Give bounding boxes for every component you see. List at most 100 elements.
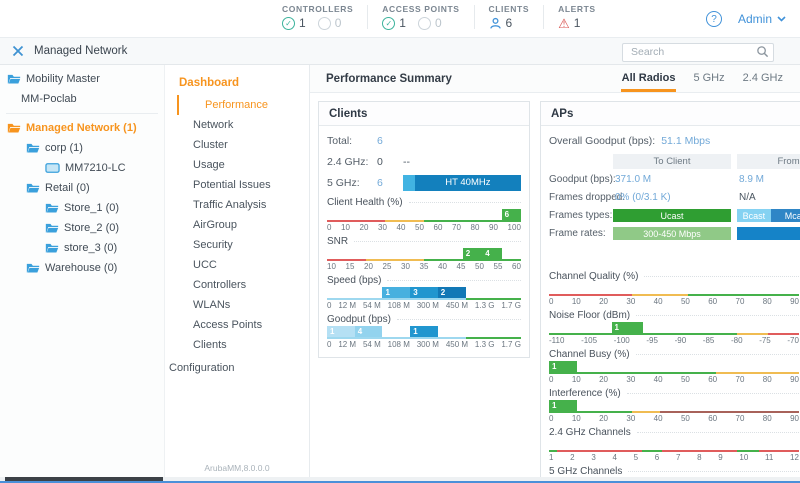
client-stat-row: 5 GHz: 6 HT 40MHz	[327, 172, 521, 193]
close-icon[interactable]	[12, 45, 24, 57]
main-area: Mobility Master MM-Poclab Managed Network …	[0, 65, 800, 483]
chart-ticks: 1 2 3 4 5 6 7 8 9 10 11 12	[549, 453, 799, 462]
folder-icon	[45, 242, 59, 254]
menu-item-airgroup[interactable]: AirGroup	[193, 219, 238, 231]
tree-item-mm7210-lc[interactable]: MM7210-LC	[0, 158, 164, 178]
tree-item-store-2-0-[interactable]: Store_2 (0)	[0, 218, 164, 238]
admin-menu[interactable]: Admin	[738, 12, 786, 26]
search-input[interactable]	[622, 42, 774, 62]
scrollbar-thumb[interactable]	[5, 477, 163, 481]
stat-group-clients[interactable]: CLIENTS 6	[475, 4, 544, 30]
folder-icon	[7, 122, 21, 134]
clients-panel: Clients Total: 6 2.4 GHz: 0 -- 5 GHz: 6 HT 40MH…	[318, 101, 530, 358]
tree-item-label: Warehouse (0)	[45, 262, 118, 274]
chart-bars: 1	[549, 400, 799, 411]
channel-width-bar: HT 40MHz	[403, 174, 521, 191]
stat-label: CLIENTS	[488, 4, 530, 14]
chart-ticks: -110 -105 -100 -95 -90 -85 -80 -75 -70	[549, 336, 799, 345]
menu-item-ucc[interactable]: UCC	[193, 259, 217, 271]
chart-title: Speed (bps)	[327, 275, 521, 286]
aps-stats-table: To Client From Client Goodput (bps):371.0 …	[549, 154, 800, 241]
header-stats: CONTROLLERS ✓ 1 0 ACCESS POINTS ✓ 1 0 CLIENTS 6 AL…	[268, 4, 610, 30]
radio-band-tabs: All Radios 5 GHz 2.4 GHz	[620, 66, 784, 92]
stat-item: 0	[317, 16, 341, 30]
menu-item-security[interactable]: Security	[193, 239, 233, 251]
menu-item-controllers[interactable]: Controllers	[193, 279, 247, 291]
chart-ticks: 10 15 20 25 30 35 40 45 50 55 60	[327, 262, 521, 271]
tab-all-radios[interactable]: All Radios	[620, 66, 677, 92]
folder-icon	[26, 182, 40, 194]
tree-item-corp-1-[interactable]: corp (1)	[0, 138, 164, 158]
menu-item-traffic-analysis[interactable]: Traffic Analysis	[193, 199, 267, 211]
version-label: ArubaMM,8.0.0.0	[204, 463, 270, 473]
chart-bars	[549, 283, 799, 294]
tree-item-store-3-0-[interactable]: store_3 (0)	[0, 238, 164, 258]
tab-5-ghz[interactable]: 5 GHz	[693, 71, 725, 84]
chart-axis	[327, 298, 521, 300]
menu-item-performance[interactable]: Performance	[177, 95, 309, 115]
tree-item-mobility-master[interactable]: Mobility Master	[0, 69, 164, 89]
chart-bar: 1	[549, 361, 577, 372]
tree-item-managed-network-1-[interactable]: Managed Network (1)	[0, 118, 164, 138]
chart-bar: 1	[611, 322, 643, 333]
menu-item-access-points[interactable]: Access Points	[193, 319, 263, 331]
column-header-to-client: To Client	[613, 154, 731, 169]
chart-ticks: 0 12 M 54 M 108 M 300 M 450 M 1.3 G 1.7 G	[327, 340, 521, 349]
stat-group-alerts[interactable]: ALERTS ⚠ 1	[544, 4, 610, 30]
help-icon[interactable]: ?	[705, 11, 722, 27]
chart-ticks: 0 10 20 30 40 50 60 70 80 90	[549, 414, 799, 423]
tree-item-store-1-0-[interactable]: Store_1 (0)	[0, 198, 164, 218]
client-stat-value: 6	[377, 134, 383, 147]
search-icon[interactable]	[756, 45, 769, 58]
table-row-label: Frames dropped:	[549, 192, 626, 203]
chart-title: Interference (%)	[549, 388, 799, 399]
stat-label: ACCESS POINTS	[382, 4, 460, 14]
chart-bar: 4	[354, 326, 383, 337]
tree-item-retail-0-[interactable]: Retail (0)	[0, 178, 164, 198]
menu-configuration[interactable]: Configuration	[169, 362, 235, 374]
stat-divider	[473, 5, 475, 29]
horizontal-scrollbar[interactable]	[0, 477, 800, 483]
chart-channel-busy-: Channel Busy (%) 1 0 10 20 30 40 50 60 70 80 90	[549, 349, 799, 384]
chart-goodput-bps-: Goodput (bps) 1 4 1 0 12 M 54 M 108 M 300 M 450 M…	[327, 314, 521, 349]
chart-bar: 3	[410, 287, 438, 298]
menu-dashboard[interactable]: Dashboard	[179, 77, 240, 89]
table-bar-segment: 54-108 Mbps	[737, 227, 800, 240]
tree-item-warehouse-0-[interactable]: Warehouse (0)	[0, 258, 164, 278]
overall-goodput-value: 51.1 Mbps	[661, 135, 711, 147]
chart-channel-quality-: Channel Quality (%) 0 10 20 30 40 50 60 70 80 90	[549, 271, 799, 306]
menu-item-clients[interactable]: Clients	[193, 339, 227, 351]
clients-panel-title: Clients	[319, 102, 529, 126]
tab-2-4-ghz[interactable]: 2.4 GHz	[742, 71, 783, 84]
admin-label: Admin	[737, 12, 772, 26]
tree-item-label: MM7210-LC	[65, 162, 126, 174]
stat-group-access-points[interactable]: ACCESS POINTS ✓ 1 0	[368, 4, 473, 30]
tree-item-label: Managed Network (1)	[26, 122, 137, 134]
menu-item-network[interactable]: Network	[193, 119, 234, 131]
chart-title: Noise Floor (dBm)	[549, 310, 799, 321]
table-corner-cell	[549, 154, 607, 169]
stat-item: ⚠ 1	[558, 16, 580, 30]
folder-icon	[45, 202, 59, 214]
chart-bar: 2	[437, 287, 466, 298]
menu-item-wlans[interactable]: WLANs	[193, 299, 231, 311]
chart-snr: SNR 2 4 10 15 20 25 30 35 40 45 50 55 60	[327, 236, 521, 271]
client-stat-row: Total: 6	[327, 130, 521, 151]
table-row-label: Goodput (bps):	[549, 174, 616, 185]
table-cell-bars: 300-450 Mbps	[613, 227, 731, 240]
chart-title: Channel Busy (%)	[549, 349, 799, 360]
table-bar-segment: Mcast	[770, 209, 800, 222]
menu-item-cluster[interactable]: Cluster	[193, 139, 228, 151]
menu-item-usage[interactable]: Usage	[193, 159, 225, 171]
stat-divider	[543, 5, 545, 29]
tree-item-label: Mobility Master	[26, 73, 100, 85]
column-header-from-client: From Client	[737, 154, 800, 169]
stat-group-controllers[interactable]: CONTROLLERS ✓ 1 0	[268, 4, 367, 30]
menu-item-potential-issues[interactable]: Potential Issues	[193, 179, 271, 191]
chart-bar: 1	[410, 326, 438, 337]
tree-item-mm-poclab[interactable]: MM-Poclab	[0, 89, 164, 109]
chart-bar: 6	[501, 209, 521, 220]
